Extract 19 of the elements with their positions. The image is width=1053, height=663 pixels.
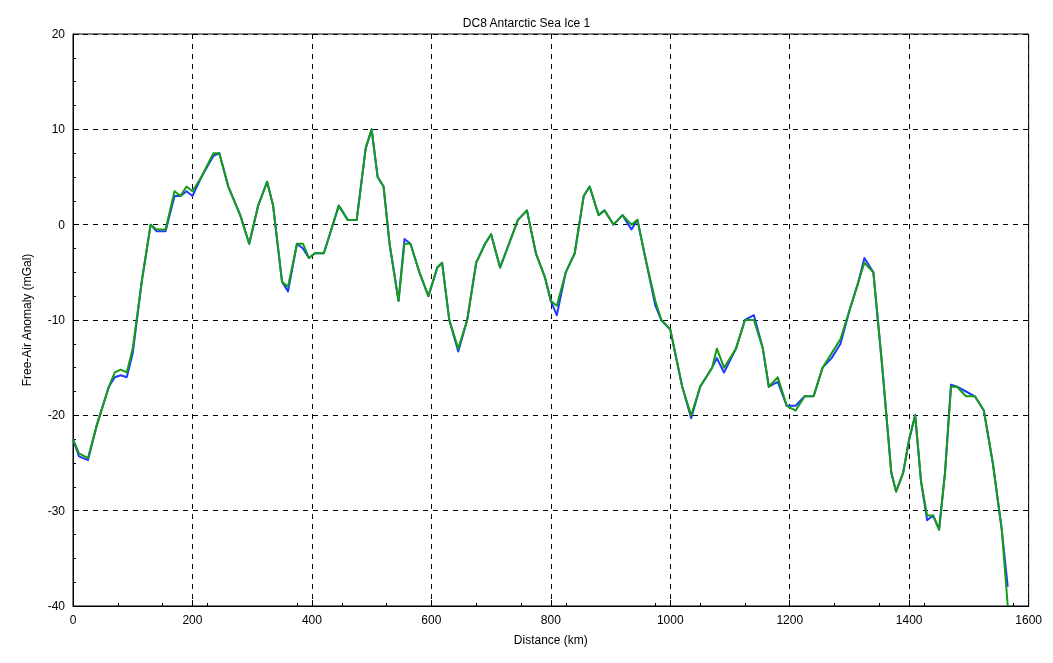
x-tick-label: 1400 (895, 613, 923, 627)
chart-title: DC8 Antarctic Sea Ice 1 (462, 16, 591, 30)
y-tick-label: -20 (47, 408, 66, 423)
y-tick-label: -10 (47, 313, 66, 327)
y-tick-label: -30 (47, 503, 66, 518)
x-axis-title: Distance (km) (513, 633, 588, 647)
y-tick-label: 10 (51, 122, 66, 137)
x-tick-label: 1600 (1015, 613, 1043, 627)
x-tick-label: 1000 (656, 613, 684, 627)
x-tick-label: 200 (182, 613, 203, 627)
x-tick-label: 800 (540, 613, 562, 627)
y-tick-label: -40 (47, 599, 66, 613)
y-axis-title: Free-Air Anomaly (mGal) (20, 253, 34, 387)
x-tick-label: 600 (421, 613, 442, 627)
x-tick-label: 1200 (776, 613, 804, 627)
y-tick-label: 0 (58, 217, 66, 232)
x-tick-label: 400 (301, 613, 323, 627)
y-tick-label: 20 (51, 27, 66, 41)
x-tick-label: 0 (69, 613, 77, 627)
